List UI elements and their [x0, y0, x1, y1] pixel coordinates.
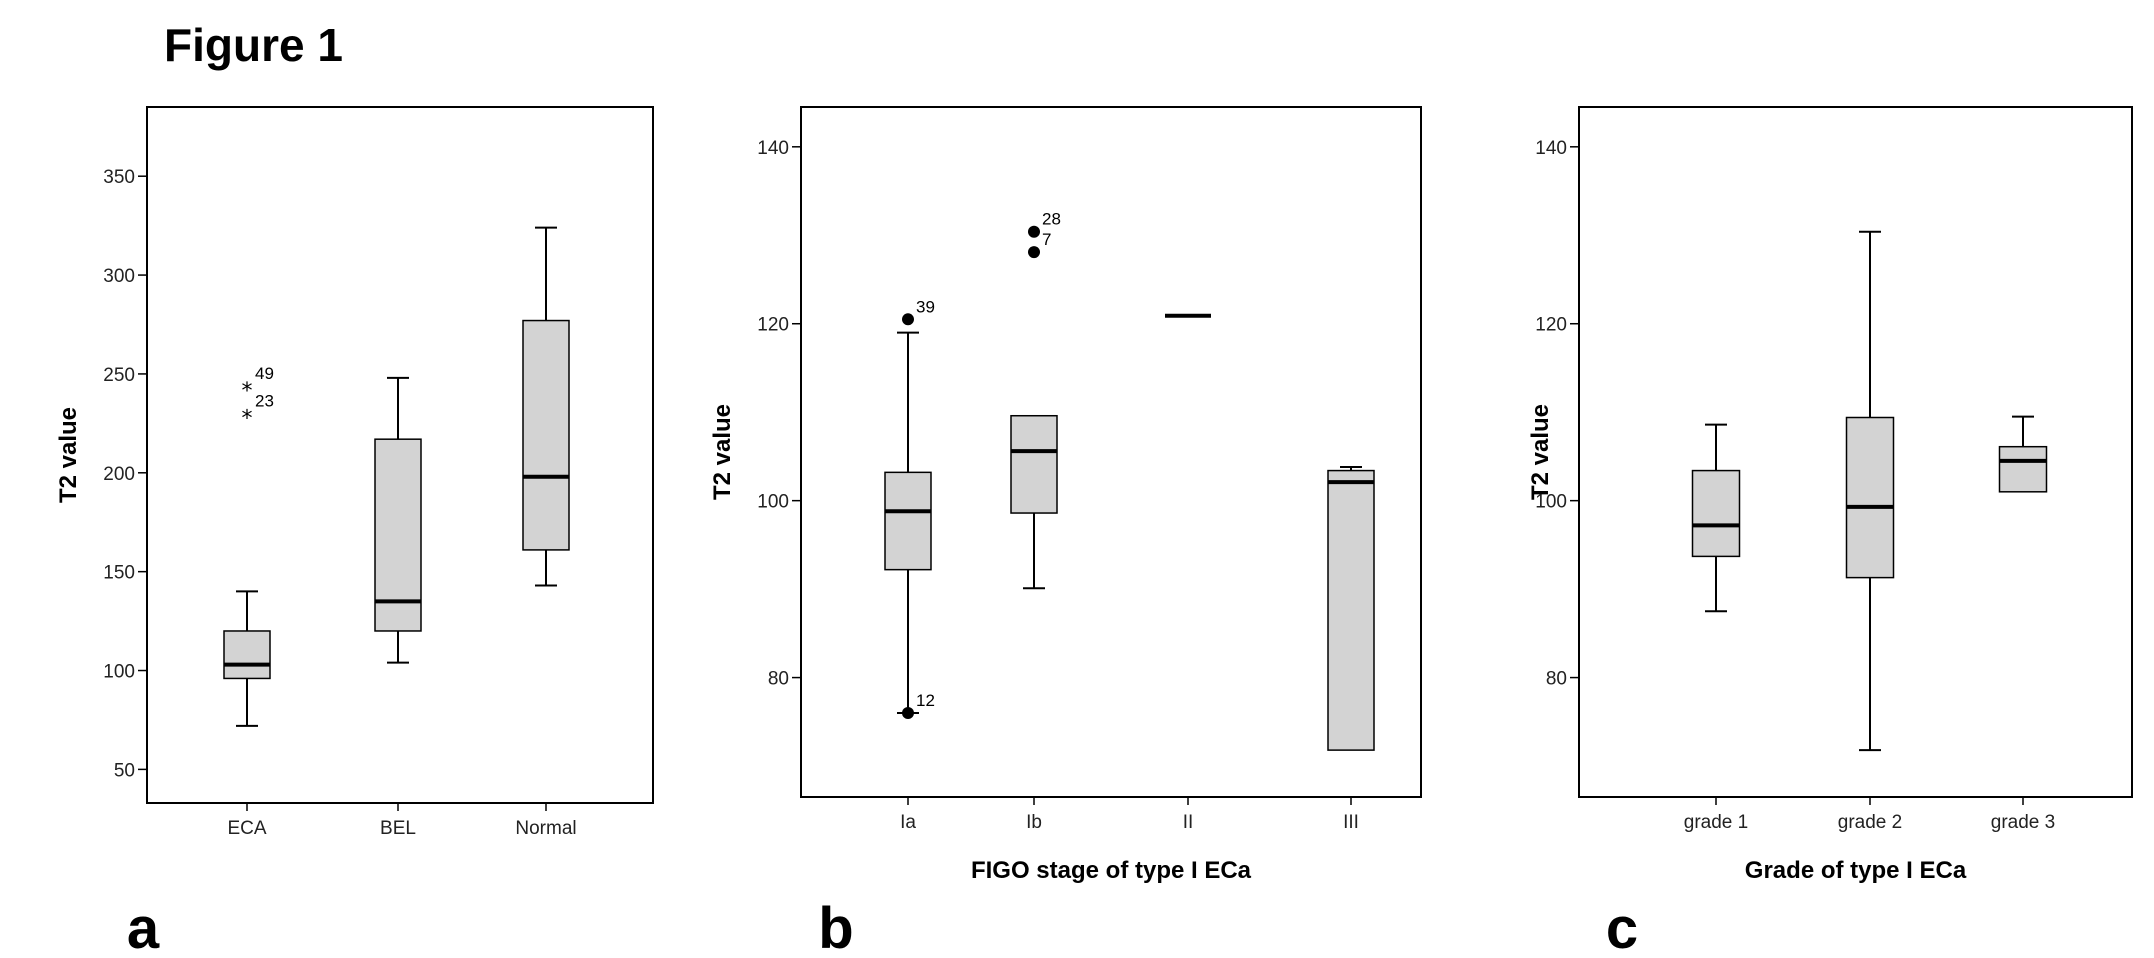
box-iqr [1691, 469, 1741, 558]
outlier-label: 39 [916, 297, 935, 316]
x-axis-title: Grade of type I ECa [1745, 857, 1967, 884]
y-tick-label: 140 [1535, 138, 1567, 159]
box-iqr [374, 438, 422, 632]
y-tick-label: 100 [1535, 492, 1567, 513]
outlier-marker [1028, 246, 1040, 259]
y-tick-label: 350 [103, 167, 135, 188]
x-axis-title: FIGO stage of type I ECa [971, 857, 1252, 884]
outlier-label: 7 [1042, 230, 1051, 249]
y-tick-label: 140 [757, 138, 789, 159]
outlier-label: 12 [916, 691, 935, 710]
box-iqr [1845, 416, 1895, 579]
box-normal [522, 226, 570, 587]
x-tick-label: grade 1 [1684, 812, 1748, 833]
y-tick-label: 50 [114, 760, 135, 781]
plot-frame [146, 106, 654, 804]
x-tick-label: II [1183, 812, 1194, 833]
y-axis-title: T2 value [1527, 404, 1554, 500]
box-eca: *49*23 [223, 364, 274, 727]
outlier-marker [902, 313, 914, 326]
box-grade-2 [1845, 230, 1895, 752]
outlier-label: 49 [255, 364, 274, 383]
y-tick-label: 150 [103, 563, 135, 584]
panel-letter: a [127, 896, 160, 958]
panel-letter: c [1606, 896, 1638, 958]
x-tick-label: III [1343, 812, 1359, 833]
x-tick-label: grade 2 [1838, 812, 1902, 833]
x-tick-label: Ib [1026, 812, 1042, 833]
box-iii [1327, 466, 1375, 751]
y-tick-label: 80 [1546, 669, 1567, 690]
outlier-label: 23 [255, 391, 274, 410]
plot-frame [800, 106, 1422, 798]
plot-frame [1578, 106, 2133, 798]
box-iqr [1010, 414, 1058, 514]
x-tick-label: ECA [227, 818, 266, 839]
x-tick-label: Normal [515, 818, 576, 839]
y-tick-label: 300 [103, 266, 135, 287]
outlier-label: 28 [1042, 210, 1061, 229]
chart-panel-c: 80 100 120 140 T2 value Grade of type I ECa c g… [1527, 106, 2133, 958]
x-tick-label: grade 3 [1991, 812, 2055, 833]
box-bel [374, 376, 422, 664]
box-iqr [1998, 445, 2048, 493]
box-ia: 39 12 [884, 297, 935, 719]
x-tick-label: Ia [900, 812, 916, 833]
y-tick-label: 100 [103, 662, 135, 683]
y-tick-label: 80 [768, 669, 789, 690]
chart-panel-b: 80 100 120 140 T2 value FIGO stage of type I … [709, 106, 1422, 958]
box-grade-1 [1691, 423, 1741, 613]
y-tick-label: 120 [757, 315, 789, 336]
outlier-marker [902, 706, 914, 719]
box-iqr [522, 319, 570, 551]
outlier-marker: * [242, 406, 253, 431]
box-iqr [884, 471, 932, 571]
box-grade-3 [1998, 415, 2048, 493]
figure-title: Figure 1 [164, 19, 343, 71]
panel-letter: b [818, 896, 853, 958]
y-tick-label: 120 [1535, 315, 1567, 336]
y-tick-label: 200 [103, 464, 135, 485]
y-tick-label: 100 [757, 492, 789, 513]
box-ib: 287 [1010, 210, 1061, 590]
y-axis-title: T2 value [709, 404, 736, 500]
y-tick-label: 250 [103, 365, 135, 386]
box-iqr [1327, 469, 1375, 751]
x-tick-label: BEL [380, 818, 416, 839]
outlier-marker: * [242, 379, 253, 404]
y-axis-title: T2 value [55, 407, 82, 503]
outlier-marker [1028, 225, 1040, 238]
box-iqr [223, 630, 271, 680]
